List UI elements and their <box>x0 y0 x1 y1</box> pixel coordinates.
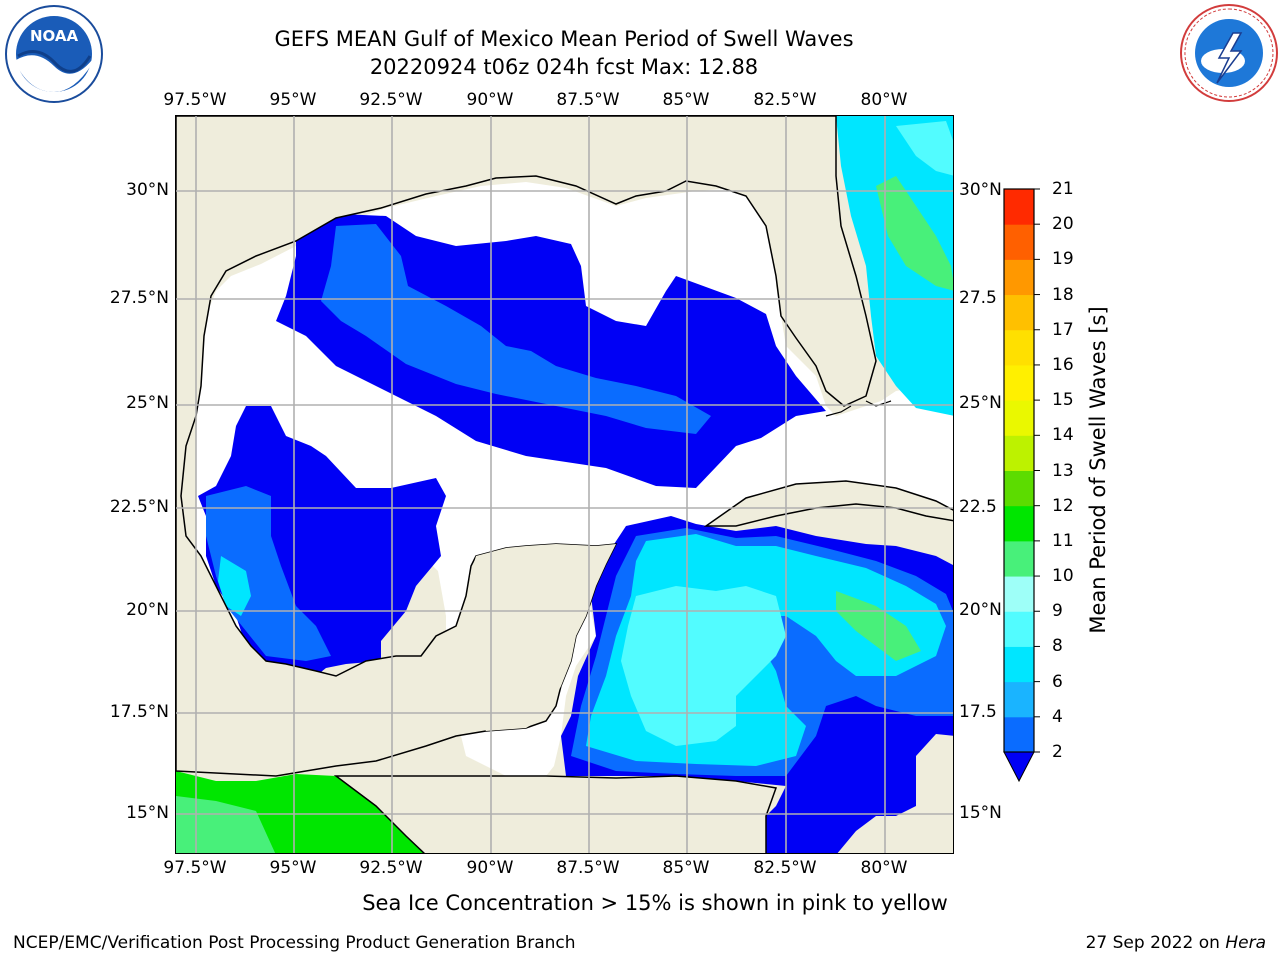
colorbar-segment <box>1004 294 1034 331</box>
colorbar-segment <box>1004 259 1034 296</box>
colorbar-segment <box>1004 611 1034 647</box>
lightcyan-caribbean <box>621 586 786 746</box>
lat-label-right: 20°N <box>959 600 1002 620</box>
noaa-logo: NOAA <box>5 5 103 103</box>
colorbar-tick-label: 16 <box>1052 354 1074 375</box>
colorbar-segment <box>1004 435 1034 471</box>
lat-label-left: 20°N <box>126 600 169 620</box>
lat-label-left: 22.5°N <box>109 497 169 517</box>
colorbar-tick-label: 8 <box>1052 636 1063 657</box>
colorbar-tick-label: 20 <box>1052 214 1074 235</box>
colorbar-tick-label: 12 <box>1052 495 1074 516</box>
lat-label-right: 30°N <box>959 180 1002 200</box>
lon-label-bottom: 80°W <box>860 858 908 878</box>
colorbar-tick-label: 9 <box>1052 601 1063 622</box>
lat-label-right: 27.5 <box>959 288 997 308</box>
land-yucatan-cover <box>468 544 616 731</box>
colorbar-tick-label: 13 <box>1052 460 1074 481</box>
land-cuba <box>703 480 953 527</box>
lon-label-bottom: 95°W <box>269 858 317 878</box>
chart-title: GEFS MEAN Gulf of Mexico Mean Period of … <box>274 27 854 51</box>
chart-subtitle: 20220924 t06z 024h fcst Max: 12.88 <box>369 55 759 79</box>
svg-text:NOAA: NOAA <box>30 27 79 45</box>
colorbar-segment <box>1004 646 1034 683</box>
lon-label-bottom: 90°W <box>466 858 514 878</box>
colorbar-tick-label: 11 <box>1052 530 1074 551</box>
lon-label-top: 87.5°W <box>556 90 620 110</box>
lat-label-right: 17.5 <box>959 702 997 722</box>
colorbar-tick-label: 18 <box>1052 284 1074 305</box>
colorbar-tick-label: 17 <box>1052 319 1074 340</box>
colorbar <box>1003 188 1040 783</box>
lat-label-left: 15°N <box>126 803 169 823</box>
lon-label-bottom: 97.5°W <box>163 858 227 878</box>
colorbar-segment <box>1004 400 1034 436</box>
lon-label-top: 82.5°W <box>753 90 817 110</box>
colorbar-segment <box>1004 576 1034 612</box>
cyan-west <box>218 556 251 616</box>
lightcyan-atlantic <box>896 121 953 176</box>
credit-line: NCEP/EMC/Verification Post Processing Pr… <box>13 933 576 953</box>
sea-ice-note: Sea Ice Concentration > 15% is shown in … <box>362 891 948 915</box>
green-caribbean <box>836 591 921 661</box>
green-atlantic <box>876 176 953 291</box>
colorbar-tick-label: 14 <box>1052 425 1074 446</box>
colorbar-label: Mean Period of Swell Waves [s] <box>1086 306 1110 634</box>
lat-label-left: 27.5°N <box>109 288 169 308</box>
colorbar-segment <box>1004 224 1034 260</box>
colorbar-segment <box>1004 329 1034 366</box>
colorbar-segment <box>1004 681 1034 718</box>
colorbar-tick-label: 10 <box>1052 566 1074 587</box>
map-canvas <box>176 116 953 853</box>
colorbar-tick-label: 21 <box>1052 179 1074 199</box>
lon-label-top: 95°W <box>269 90 317 110</box>
colorbar-extend-arrow <box>1003 751 1035 783</box>
colorbar-tick-label: 2 <box>1052 742 1063 762</box>
date-text: 27 Sep 2022 on <box>1085 933 1220 953</box>
lon-label-top: 92.5°W <box>359 90 423 110</box>
lat-label-left: 30°N <box>126 180 169 200</box>
lat-label-right: 15°N <box>959 803 1002 823</box>
land-florida-keys <box>825 400 892 417</box>
colorbar-tick-label: 6 <box>1052 671 1063 692</box>
lon-label-bottom: 92.5°W <box>359 858 423 878</box>
lat-label-left: 17.5°N <box>109 702 169 722</box>
midblue-west <box>206 486 331 661</box>
colorbar-segment <box>1004 189 1034 225</box>
pacific-lightgreen <box>176 796 276 853</box>
colorbar-segment <box>1004 716 1034 753</box>
colorbar-segment <box>1004 470 1034 507</box>
lat-label-left: 25°N <box>126 393 169 413</box>
midblue-north <box>321 224 711 434</box>
colorbar-tick-label: 15 <box>1052 390 1074 411</box>
colorbar-tick-label: 19 <box>1052 249 1074 270</box>
lon-label-bottom: 85°W <box>662 858 710 878</box>
colorbar-segment <box>1004 540 1034 577</box>
colorbar-segment <box>1004 364 1034 401</box>
lat-label-right: 25°N <box>959 393 1002 413</box>
swell-period-map <box>175 115 954 854</box>
map-grid <box>176 116 953 853</box>
date-line: 27 Sep 2022 on Hera <box>1086 933 1266 953</box>
nws-logo <box>1180 4 1278 102</box>
lon-label-top: 80°W <box>860 90 908 110</box>
lon-label-bottom: 87.5°W <box>556 858 620 878</box>
lat-label-right: 22.5 <box>959 497 997 517</box>
colorbar-tick-label: 4 <box>1052 706 1063 727</box>
lon-label-bottom: 82.5°W <box>753 858 817 878</box>
colorbar-segment <box>1004 505 1034 542</box>
lon-label-top: 90°W <box>466 90 514 110</box>
host-name: Hera <box>1225 933 1266 953</box>
lon-label-top: 97.5°W <box>163 90 227 110</box>
lon-label-top: 85°W <box>662 90 710 110</box>
